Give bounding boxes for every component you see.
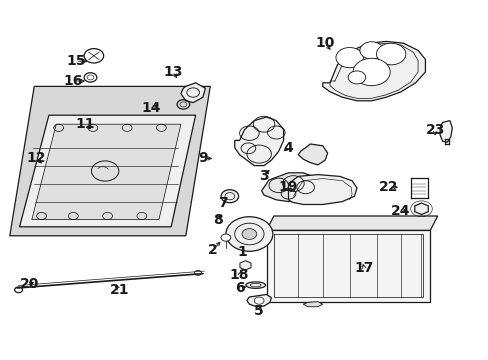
Text: 13: 13 [163,65,183,79]
Circle shape [254,297,264,304]
Text: 22: 22 [378,180,398,194]
Text: 7: 7 [217,197,227,210]
Text: 19: 19 [278,180,298,194]
Text: 9: 9 [198,152,207,165]
Circle shape [352,58,389,86]
Circle shape [359,42,383,59]
Polygon shape [298,144,327,165]
Text: 16: 16 [63,74,83,88]
Polygon shape [266,216,437,230]
Text: 5: 5 [254,305,264,318]
Polygon shape [261,173,315,202]
Polygon shape [322,41,425,101]
Text: 18: 18 [229,269,249,282]
Text: 3: 3 [259,170,268,183]
Text: 17: 17 [354,261,373,275]
Polygon shape [10,86,210,236]
Text: 4: 4 [283,141,293,154]
Circle shape [335,48,363,68]
Polygon shape [303,302,322,307]
Text: 15: 15 [66,54,85,68]
Text: 24: 24 [390,204,410,217]
Text: 14: 14 [142,101,161,115]
Text: 21: 21 [110,283,129,297]
Circle shape [84,49,103,63]
Polygon shape [32,124,181,220]
Text: 6: 6 [234,281,244,295]
Polygon shape [20,115,195,227]
Polygon shape [181,83,205,103]
Text: 10: 10 [315,36,334,50]
Polygon shape [439,121,451,142]
Text: 11: 11 [76,117,95,131]
Text: 23: 23 [425,123,444,136]
Text: 12: 12 [27,152,46,165]
Text: 2: 2 [207,243,217,257]
Circle shape [225,217,272,251]
Polygon shape [246,294,271,307]
Circle shape [242,229,256,239]
Polygon shape [266,230,429,302]
Text: 8: 8 [212,213,222,226]
Polygon shape [288,175,356,204]
Circle shape [376,43,405,65]
Circle shape [221,234,230,241]
Ellipse shape [245,282,265,288]
Text: 20: 20 [20,278,39,291]
Circle shape [221,190,238,203]
Polygon shape [234,117,283,166]
Text: 1: 1 [237,245,246,259]
Circle shape [347,71,365,84]
